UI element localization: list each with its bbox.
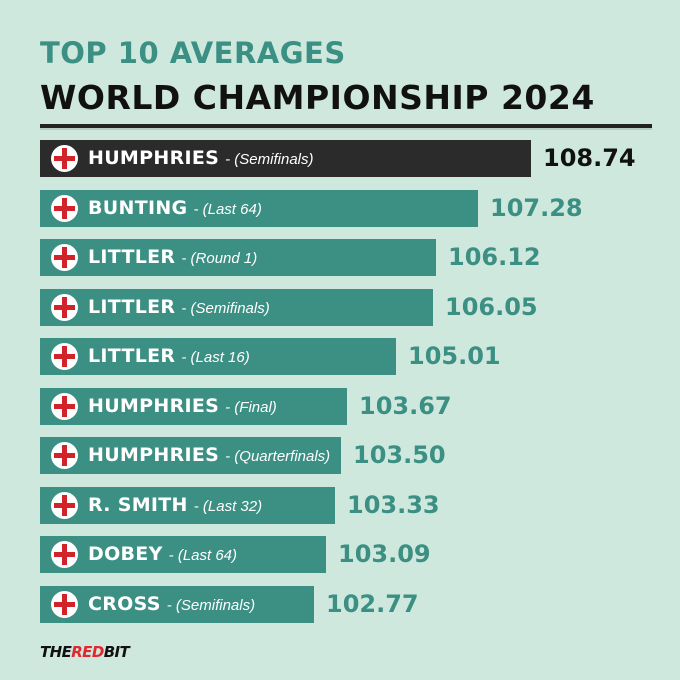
- round-label: - (Last 64): [168, 547, 238, 564]
- value-label: 103.09: [338, 540, 431, 568]
- bar-9: DOBEY - (Last 64): [40, 536, 326, 573]
- round-label: - (Semifinals): [166, 597, 256, 614]
- england-flag-icon: [51, 393, 78, 420]
- value-label: 106.05: [445, 293, 538, 321]
- round-label: - (Semifinals): [181, 300, 270, 317]
- player-name: DOBEY: [88, 543, 163, 565]
- player-name: LITTLER: [88, 345, 176, 367]
- value-label: 105.01: [408, 342, 501, 370]
- value-label: 102.77: [326, 590, 419, 618]
- bar-label: LITTLER - (Round 1): [88, 239, 257, 276]
- bar-6: HUMPHRIES - (Final): [40, 388, 347, 425]
- round-label: - (Final): [225, 399, 277, 416]
- round-label: - (Last 64): [193, 201, 262, 218]
- value-label: 106.12: [448, 243, 541, 271]
- player-name: BUNTING: [88, 197, 188, 219]
- england-flag-icon: [51, 244, 78, 271]
- brand-logo: THEREDBIT: [40, 643, 130, 661]
- round-label: - (Semifinals): [225, 151, 314, 168]
- player-name: CROSS: [88, 593, 161, 615]
- brand-logo-red: RED: [71, 643, 104, 661]
- england-flag-icon: [51, 195, 78, 222]
- value-label: 108.74: [543, 144, 636, 172]
- player-name: R. SMITH: [88, 494, 188, 516]
- england-flag-icon: [51, 591, 78, 618]
- chart-title: TOP 10 AVERAGES: [40, 36, 346, 70]
- brand-logo-the: THE: [40, 643, 72, 661]
- bar-10: CROSS - (Semifinals): [40, 586, 314, 623]
- bar-label: R. SMITH - (Last 32): [88, 487, 262, 524]
- bar-label: HUMPHRIES - (Final): [88, 388, 277, 425]
- round-label: - (Round 1): [181, 250, 258, 267]
- player-name: HUMPHRIES: [88, 444, 220, 466]
- bar-2: BUNTING - (Last 64): [40, 190, 478, 227]
- value-label: 107.28: [490, 194, 583, 222]
- chart-subtitle: WORLD CHAMPIONSHIP 2024: [40, 78, 595, 117]
- england-flag-icon: [51, 541, 78, 568]
- bar-8: R. SMITH - (Last 32): [40, 487, 335, 524]
- england-flag-icon: [51, 492, 78, 519]
- title-divider: [40, 124, 652, 130]
- bar-4: LITTLER - (Semifinals): [40, 289, 433, 326]
- player-name: HUMPHRIES: [88, 395, 220, 417]
- player-name: HUMPHRIES: [88, 147, 220, 169]
- round-label: - (Quarterfinals): [225, 448, 331, 465]
- value-label: 103.33: [347, 491, 440, 519]
- bar-label: BUNTING - (Last 64): [88, 190, 262, 227]
- bar-label: HUMPHRIES - (Semifinals): [88, 140, 314, 177]
- round-label: - (Last 32): [193, 498, 263, 515]
- bar-3: LITTLER - (Round 1): [40, 239, 436, 276]
- round-label: - (Last 16): [181, 349, 250, 366]
- bar-label: LITTLER - (Semifinals): [88, 289, 270, 326]
- england-flag-icon: [51, 343, 78, 370]
- england-flag-icon: [51, 442, 78, 469]
- bar-label: CROSS - (Semifinals): [88, 586, 255, 623]
- value-label: 103.67: [359, 392, 452, 420]
- bar-1: HUMPHRIES - (Semifinals): [40, 140, 531, 177]
- bar-label: HUMPHRIES - (Quarterfinals): [88, 437, 330, 474]
- player-name: LITTLER: [88, 246, 176, 268]
- bar-7: HUMPHRIES - (Quarterfinals): [40, 437, 341, 474]
- bar-label: DOBEY - (Last 64): [88, 536, 237, 573]
- player-name: LITTLER: [88, 296, 176, 318]
- england-flag-icon: [51, 145, 78, 172]
- england-flag-icon: [51, 294, 78, 321]
- bar-label: LITTLER - (Last 16): [88, 338, 250, 375]
- bar-5: LITTLER - (Last 16): [40, 338, 396, 375]
- value-label: 103.50: [353, 441, 446, 469]
- brand-logo-bit: BIT: [103, 643, 130, 661]
